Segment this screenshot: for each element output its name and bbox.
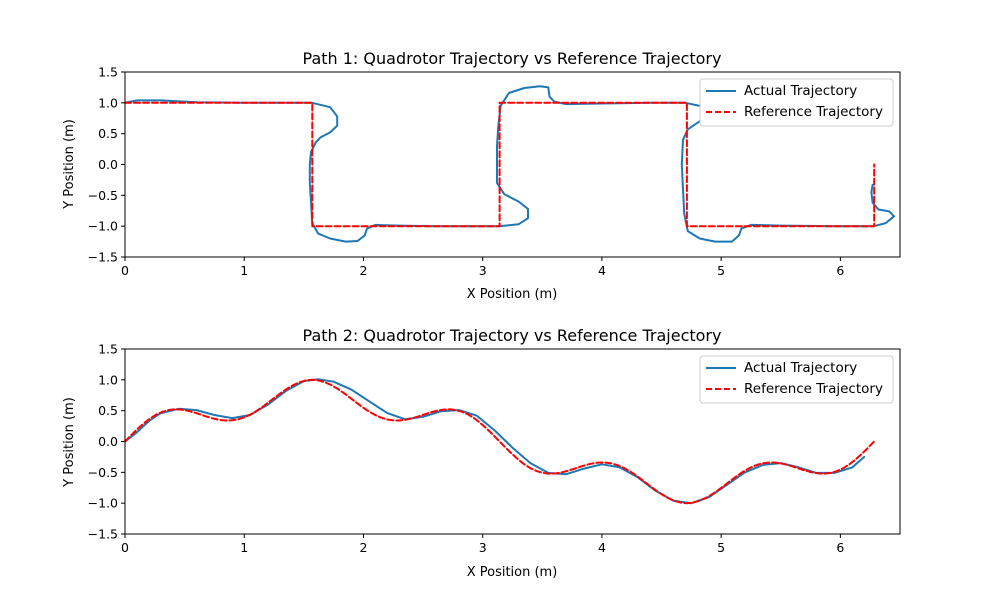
y-tick-label: 1.0	[98, 372, 118, 387]
x-tick-label: 5	[717, 263, 725, 278]
x-tick-label: 4	[598, 540, 606, 555]
y-tick-label: 0.0	[98, 434, 118, 449]
y-tick-label: 0.5	[98, 403, 118, 418]
y-tick-label: −1.0	[88, 219, 118, 234]
x-axis-label: X Position (m)	[467, 287, 558, 302]
x-tick-label: 5	[717, 540, 725, 555]
legend: Actual Trajectory Reference Trajectory	[699, 78, 894, 127]
x-tick-label: 2	[359, 263, 367, 278]
reference-trajectory-line	[124, 101, 876, 228]
x-tick-label: 0	[121, 263, 129, 278]
chart-panel-2: Path 2: Quadrotor Trajectory vs Referenc…	[62, 326, 901, 580]
y-tick-label: −1.0	[88, 496, 118, 511]
x-tick-label: 0	[121, 540, 129, 555]
x-tick-label: 3	[479, 540, 487, 555]
y-tick-label: 0.0	[98, 157, 118, 172]
chart-title: Path 1: Quadrotor Trajectory vs Referenc…	[303, 49, 722, 68]
ticks: 0 1 2 3 4 5 6 1.5 1.0 0.5 0.0 −0.5 −1.0 −1.5	[88, 65, 845, 279]
x-tick-label: 2	[359, 540, 367, 555]
legend-label-reference: Reference Trajectory	[744, 381, 883, 397]
chart-title: Path 2: Quadrotor Trajectory vs Referenc…	[303, 326, 722, 345]
x-tick-label: 1	[240, 263, 248, 278]
plot-lines	[124, 85, 895, 243]
y-tick-label: 1.5	[98, 65, 118, 80]
y-tick-label: −1.5	[88, 250, 118, 265]
x-axis-label: X Position (m)	[467, 565, 558, 580]
reference-trajectory-line	[124, 378, 876, 505]
x-tick-label: 3	[479, 263, 487, 278]
y-tick-label: −0.5	[88, 188, 118, 203]
chart-panel-1: Path 1: Quadrotor Trajectory vs Referenc…	[62, 49, 901, 302]
legend-label-reference: Reference Trajectory	[744, 104, 883, 120]
actual-trajectory-line	[124, 85, 895, 243]
y-tick-label: −0.5	[88, 465, 118, 480]
y-axis-label: Y Position (m)	[62, 397, 77, 488]
axes-frame	[124, 71, 901, 258]
plot-lines	[124, 378, 876, 505]
legend-box	[699, 78, 894, 127]
y-tick-label: −1.5	[88, 527, 118, 542]
x-tick-label: 6	[836, 540, 844, 555]
x-tick-label: 4	[598, 263, 606, 278]
legend-box	[699, 355, 894, 404]
legend: Actual Trajectory Reference Trajectory	[699, 355, 894, 404]
legend-label-actual: Actual Trajectory	[744, 83, 857, 99]
legend-label-actual: Actual Trajectory	[744, 360, 857, 376]
x-tick-label: 6	[836, 263, 844, 278]
axes-frame	[124, 348, 901, 535]
y-tick-label: 0.5	[98, 126, 118, 141]
y-tick-label: 1.5	[98, 342, 118, 357]
actual-trajectory-line	[124, 378, 866, 505]
x-tick-label: 1	[240, 540, 248, 555]
ticks: 0 1 2 3 4 5 6 1.5 1.0 0.5 0.0 −0.5 −1.0 −1.5	[88, 342, 845, 556]
y-tick-label: 1.0	[98, 95, 118, 110]
y-axis-label: Y Position (m)	[62, 119, 77, 210]
